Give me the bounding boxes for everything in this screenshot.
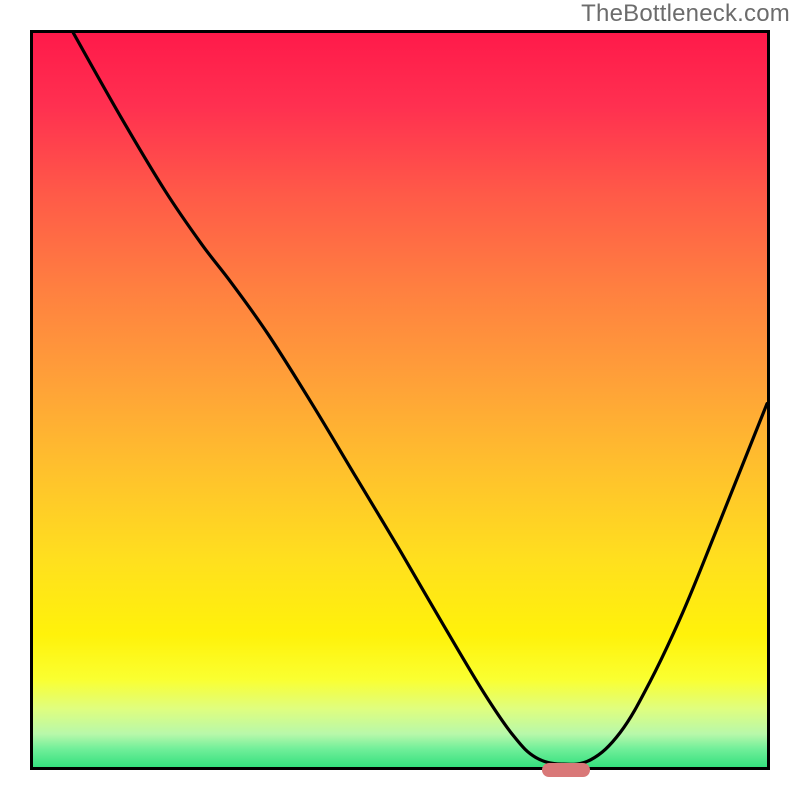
curve-line: [33, 33, 767, 767]
optimal-marker: [542, 763, 590, 776]
plot-area: [30, 30, 770, 770]
watermark-text: TheBottleneck.com: [581, 0, 790, 28]
chart-container: TheBottleneck.com: [0, 0, 800, 800]
